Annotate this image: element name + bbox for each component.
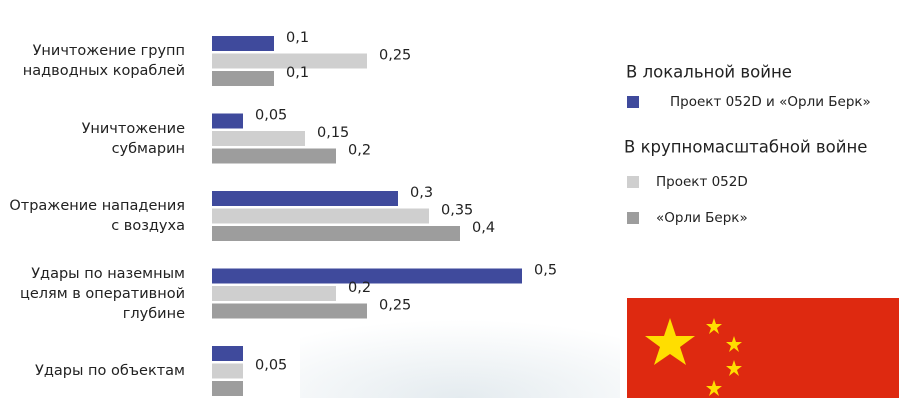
bar [212,286,336,301]
bar [212,268,522,284]
legend-swatch [627,96,639,108]
value-label: 0,1 [286,65,309,81]
category-label: Удары по объектам [35,363,185,379]
flag-star [726,336,742,352]
bar [212,381,243,396]
bar [212,363,243,379]
bar [212,191,398,206]
value-label: 0,2 [348,143,371,159]
value-label: 0,05 [255,358,287,374]
value-label: 0,05 [255,108,287,124]
category-label: Уничтожение субмарин [81,120,185,157]
flag-star [726,360,742,376]
bar [212,113,243,129]
value-label: 0,4 [472,220,495,236]
value-label: 0,2 [348,280,371,296]
legend-title: В локальной войне [626,63,792,82]
bar [212,36,274,51]
legend-label: Проект 052D и «Орли Берк» [670,94,871,110]
bar [212,71,274,86]
value-label: 0,25 [379,48,411,64]
bar [212,303,367,319]
value-label: 0,1 [286,30,309,46]
legend-label: «Орли Берк» [656,210,748,226]
category-label: Уничтожение групп надводных кораблей [22,43,185,79]
flag-star [706,380,722,396]
flag-star [645,318,695,365]
bar [212,53,367,69]
flag-star [706,318,722,334]
bar [212,208,429,224]
legend-title: В крупномасштабной войне [624,138,867,157]
category-label: Удары по наземным целям в оперативной гл… [19,265,185,322]
legend-swatch [627,212,639,224]
flag [627,298,899,398]
page: {"chart_data": {"type": "barh", "categor… [9,30,899,398]
bar [212,131,305,146]
value-label: 0,5 [534,263,557,279]
legend-label: Проект 052D [656,174,748,190]
bar [212,346,243,361]
value-label: 0,25 [379,298,411,314]
chart: 0,1 0,25 0,1 0,05 0,15 0,2 0,3 0,350,4 0,5 0,2 0,2… [212,30,899,398]
value-label: 0,15 [317,125,349,141]
value-label: 0,3 [410,185,433,201]
legend-swatch [627,176,639,188]
bar [212,226,460,241]
category-label: Отражение нападения с воздуха [9,198,185,234]
bar [212,148,336,164]
value-label: 0,35 [441,203,473,219]
